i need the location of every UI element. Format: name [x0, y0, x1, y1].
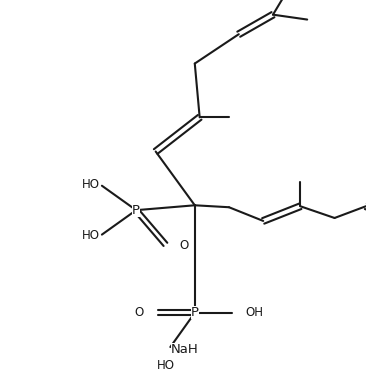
Text: HO: HO	[82, 178, 100, 191]
Text: HO: HO	[82, 229, 100, 242]
Text: P: P	[191, 306, 199, 319]
Text: O: O	[135, 306, 144, 319]
Text: HO: HO	[157, 359, 174, 372]
Text: NaH: NaH	[171, 344, 199, 357]
Text: OH: OH	[246, 306, 263, 319]
Text: O: O	[179, 239, 188, 252]
Text: P: P	[132, 204, 140, 217]
